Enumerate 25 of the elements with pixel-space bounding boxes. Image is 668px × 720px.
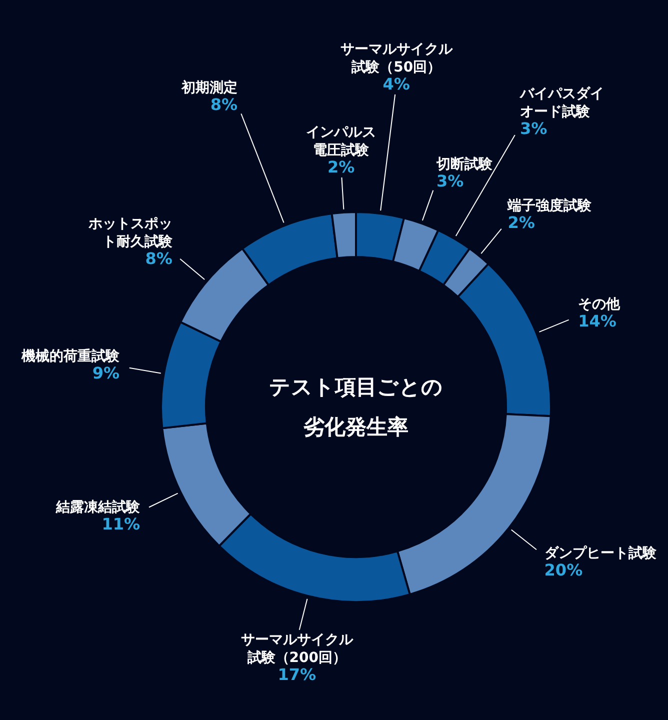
data-label: 3%	[436, 171, 464, 190]
data-label: 4%	[382, 74, 410, 94]
slice-label: 機械的荷重試験	[20, 348, 121, 365]
slice-label: インパルス電圧試験	[306, 124, 376, 158]
slice-label: その他	[578, 296, 622, 313]
slice-label: サーマルサイクル試験（200回）	[240, 632, 354, 666]
data-label: 8%	[210, 95, 238, 114]
slice-label: 初期測定	[180, 79, 238, 96]
data-label: 20%	[544, 560, 583, 580]
slice-label: 端子強度試験	[506, 197, 593, 214]
data-label: 17%	[278, 665, 316, 684]
data-label: 2%	[327, 158, 355, 176]
slice-label: 結露凍結試験	[55, 498, 141, 516]
data-label: 2%	[508, 213, 535, 232]
data-label: 9%	[92, 364, 120, 383]
slice-label: サーマルサイクル試験（50回）	[340, 42, 454, 76]
slice-label: ホットスポット耐久試験	[87, 216, 174, 250]
data-label: 11%	[102, 514, 140, 534]
slice-label: ダンプヒート試験	[544, 544, 658, 562]
slice-label: 切断試験	[436, 155, 494, 172]
text: テスト項目ごとの劣化発生率	[269, 375, 443, 439]
data-label: 14%	[578, 312, 616, 331]
data-label: 3%	[520, 118, 548, 138]
data-label: 8%	[145, 248, 172, 268]
slice-label: バイパスダイオード試験	[518, 86, 604, 120]
